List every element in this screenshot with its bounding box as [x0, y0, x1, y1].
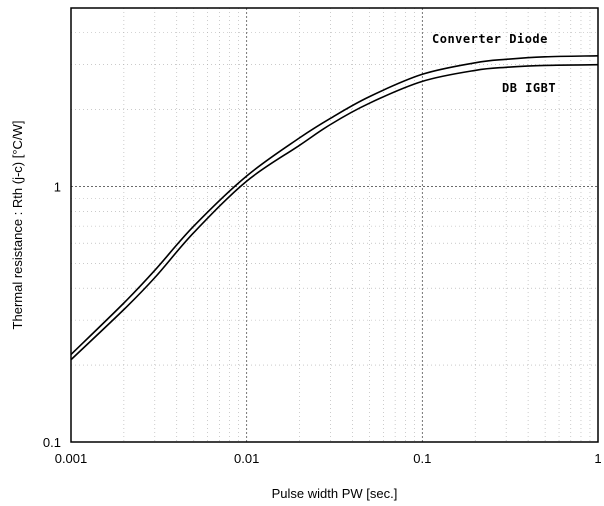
series-line-db-igbt: [70, 63, 599, 361]
plot-frame: [70, 7, 599, 443]
major-grid: [70, 8, 598, 442]
x-axis-label: Pulse width PW [sec.]: [272, 486, 398, 501]
y-axis-label: Thermal resistance : Rth (j-c) [°C/W]: [10, 121, 25, 330]
x-tick-label: 0.01: [234, 451, 259, 466]
x-tick-label: 0.1: [413, 451, 431, 466]
y-tick-label: 1: [54, 180, 61, 195]
x-tick-labels: 0.001 0.01 0.1 1: [55, 451, 602, 466]
series-layer: [70, 55, 599, 361]
series-label-db-igbt: DB IGBT: [502, 81, 556, 95]
y-tick-labels: 0.11: [43, 180, 61, 450]
x-tick-label: 0.001: [55, 451, 88, 466]
series-line-converter-diode: [70, 55, 599, 356]
y-tick-label: 0.1: [43, 435, 61, 450]
minor-grid: [71, 7, 598, 442]
series-label-converter-diode: Converter Diode: [432, 32, 548, 46]
x-tick-label: 1: [594, 451, 601, 466]
